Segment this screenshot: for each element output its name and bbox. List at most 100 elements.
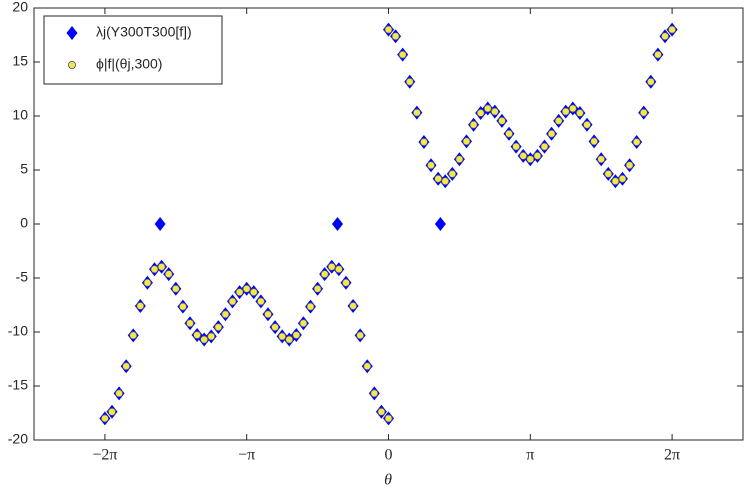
y-tick-label: -10 xyxy=(8,323,28,339)
circle-point xyxy=(285,335,294,344)
circle-point xyxy=(193,331,202,340)
circle-point xyxy=(625,161,634,170)
circle-point xyxy=(320,270,329,279)
circle-point xyxy=(554,116,563,125)
circle-point xyxy=(434,174,443,183)
circle-point xyxy=(185,319,194,328)
circle-point xyxy=(646,77,655,86)
circle-point xyxy=(526,155,535,164)
circle-point xyxy=(242,284,251,293)
y-tick-label: 20 xyxy=(12,0,28,15)
circle-point xyxy=(164,270,173,279)
circle-point xyxy=(512,142,521,151)
circle-point xyxy=(249,288,258,297)
circle-point xyxy=(568,104,577,113)
circle-point xyxy=(611,177,620,186)
circle-point xyxy=(271,323,280,332)
circle-point xyxy=(590,137,599,146)
y-tick-label: -20 xyxy=(8,431,28,447)
x-tick-label: π xyxy=(526,447,534,464)
circle-point xyxy=(221,310,230,319)
circle-point xyxy=(561,107,570,116)
circle-point xyxy=(115,389,124,398)
legend-marker xyxy=(68,61,77,70)
circle-point xyxy=(427,161,436,170)
circle-point xyxy=(469,120,478,129)
circle-point xyxy=(462,137,471,146)
circle-point xyxy=(505,129,514,138)
circle-point xyxy=(412,108,421,117)
circle-point xyxy=(455,155,464,164)
circle-point xyxy=(483,104,492,113)
circle-point xyxy=(341,278,350,287)
circle-point xyxy=(540,142,549,151)
circle-point xyxy=(575,108,584,117)
circle-point xyxy=(448,169,457,178)
circle-point xyxy=(668,25,677,34)
circle-point xyxy=(178,302,187,311)
diamond-point xyxy=(434,217,446,231)
circle-point xyxy=(377,407,386,416)
x-tick-label: 2π xyxy=(664,447,680,464)
circle-point xyxy=(405,77,414,86)
circle-point xyxy=(214,323,223,332)
legend-marker xyxy=(66,26,78,40)
diamond-point xyxy=(154,217,166,231)
y-tick-label: 0 xyxy=(20,215,28,231)
circle-point xyxy=(313,284,322,293)
circle-point xyxy=(278,332,287,341)
circle-point xyxy=(200,335,209,344)
circle-point xyxy=(157,262,166,271)
circle-point xyxy=(639,108,648,117)
circle-point xyxy=(136,301,145,310)
circle-point xyxy=(207,332,216,341)
circle-point xyxy=(476,108,485,117)
circle-point xyxy=(391,32,400,41)
circle-point xyxy=(398,50,407,59)
legend-label: λj(Y300T300[f]) xyxy=(96,24,192,40)
y-tick-label: -5 xyxy=(16,269,29,285)
circle-point xyxy=(356,331,365,340)
x-axis-label: θ xyxy=(384,472,392,489)
circle-point xyxy=(263,310,272,319)
circle-point xyxy=(256,297,265,306)
circle-point xyxy=(349,301,358,310)
legend-box xyxy=(43,15,223,85)
circle-point xyxy=(171,284,180,293)
y-tick-label: -15 xyxy=(8,377,28,393)
circle-point xyxy=(519,151,528,160)
y-tick-label: 15 xyxy=(12,53,28,69)
circle-point xyxy=(306,302,315,311)
circle-point xyxy=(143,278,152,287)
circle-point xyxy=(327,262,336,271)
diamond-point xyxy=(331,217,343,231)
circle-point xyxy=(384,25,393,34)
legend-label: ϕ|f|(θj,300) xyxy=(96,56,162,72)
circle-point xyxy=(604,169,613,178)
circle-point xyxy=(419,138,428,147)
circle-point xyxy=(228,297,237,306)
circle-point xyxy=(363,362,372,371)
circle-point xyxy=(334,265,343,274)
y-tick-label: 5 xyxy=(20,161,28,177)
circle-point xyxy=(661,32,670,41)
circle-point xyxy=(100,414,109,423)
circle-point xyxy=(441,177,450,186)
y-tick-label: 10 xyxy=(12,107,28,123)
circle-point xyxy=(235,288,244,297)
circle-point xyxy=(150,265,159,274)
x-tick-label: −2π xyxy=(92,447,117,464)
circle-point xyxy=(370,389,379,398)
circle-point xyxy=(632,138,641,147)
circle-point xyxy=(533,151,542,160)
circle-point xyxy=(384,414,393,423)
circle-point xyxy=(618,174,627,183)
circle-point xyxy=(497,116,506,125)
circle-point xyxy=(597,155,606,164)
circle-point xyxy=(122,362,131,371)
x-tick-label: 0 xyxy=(385,447,393,464)
circle-point xyxy=(299,319,308,328)
circle-point xyxy=(292,331,301,340)
circle-point xyxy=(653,50,662,59)
